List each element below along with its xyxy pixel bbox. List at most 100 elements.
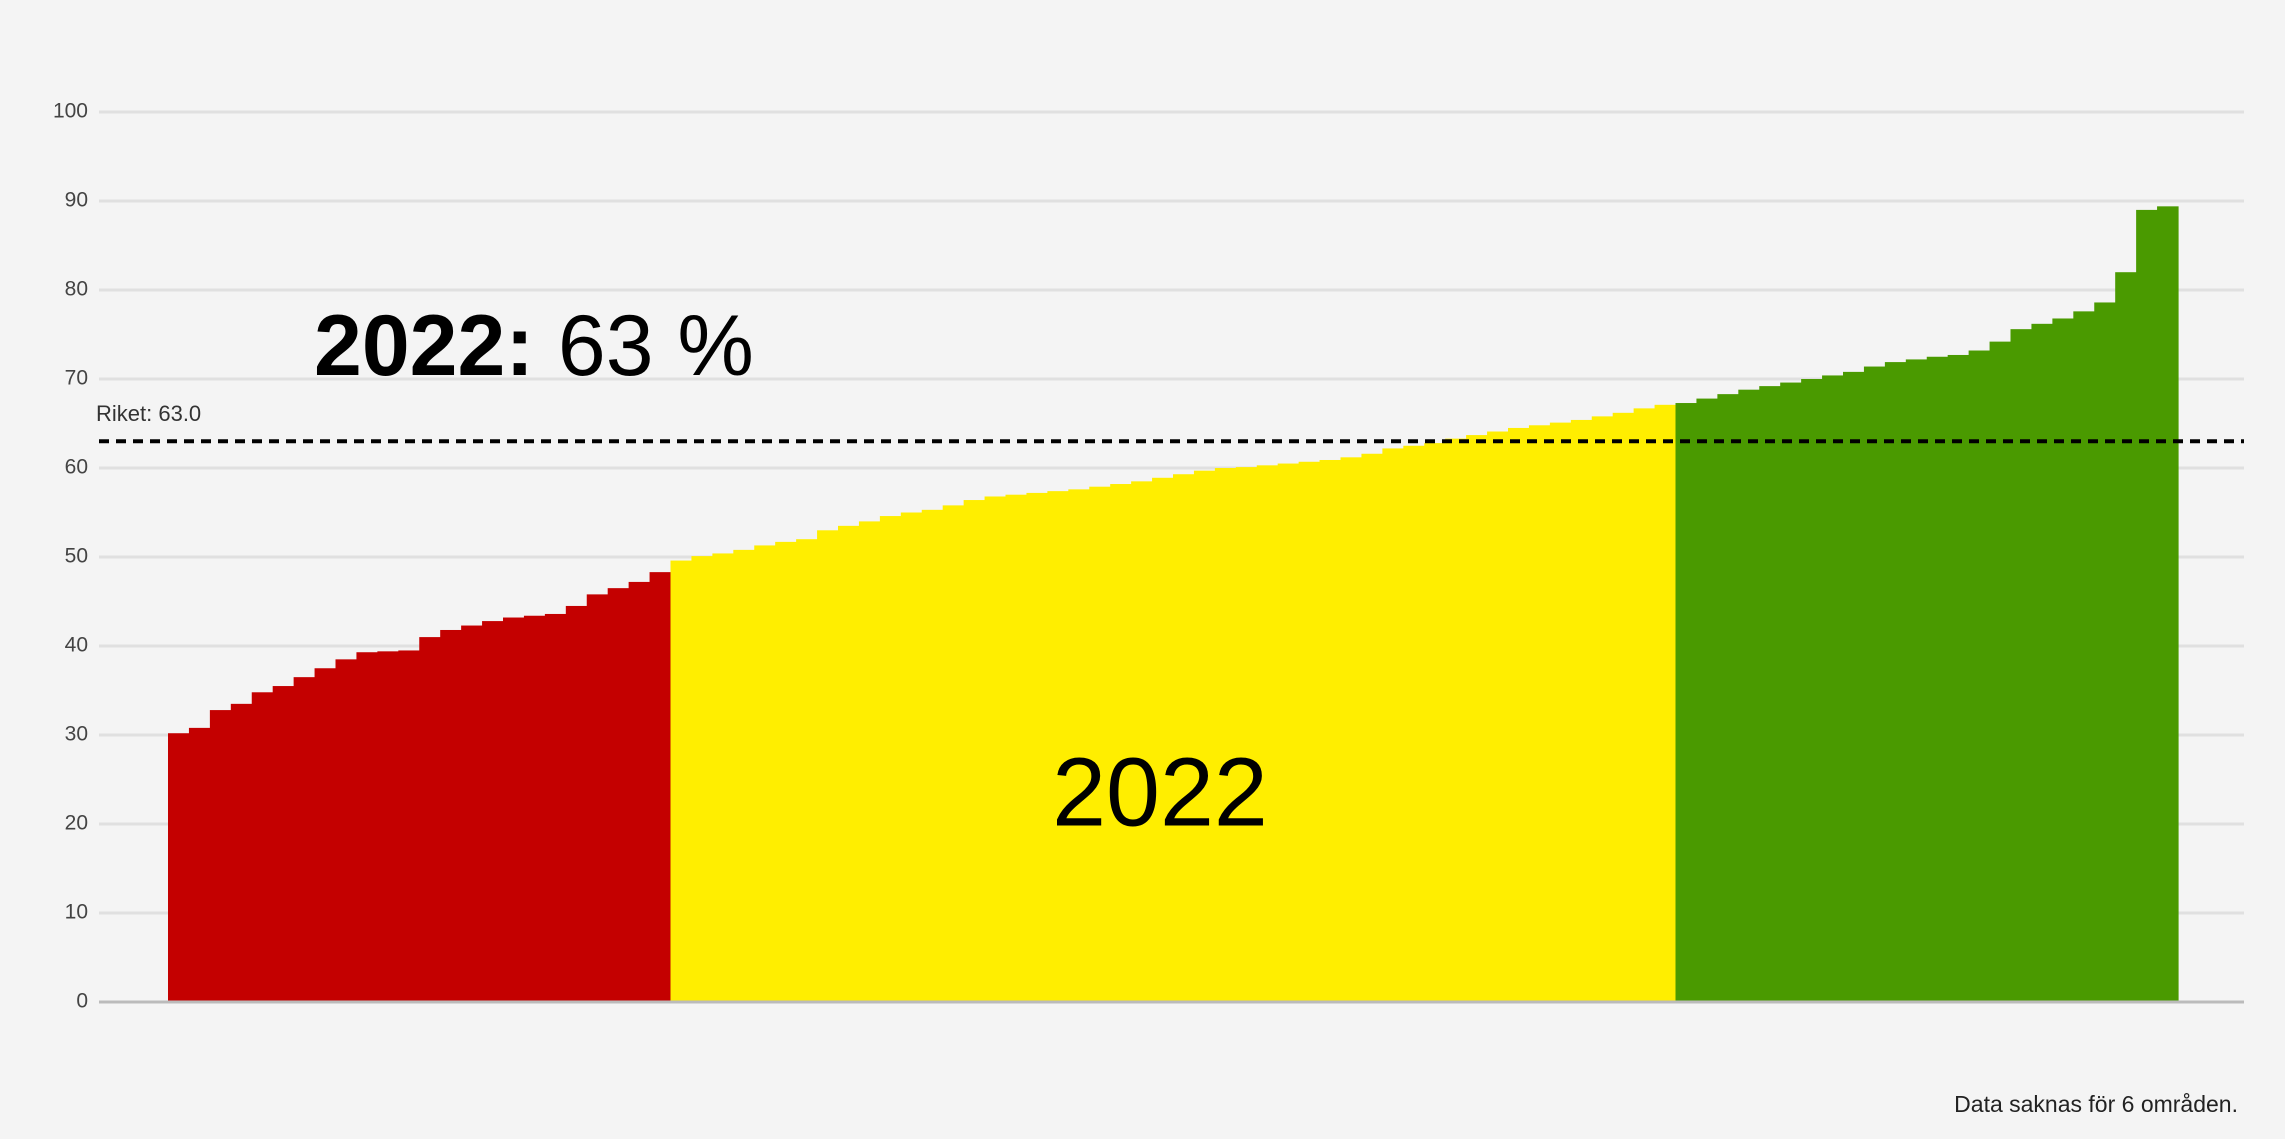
- bar: [712, 553, 734, 1002]
- bar: [2073, 311, 2095, 1002]
- bar: [1361, 453, 1383, 1002]
- bar: [419, 637, 441, 1002]
- bar: [817, 530, 839, 1002]
- bar: [963, 500, 986, 1002]
- bar: [1235, 467, 1258, 1002]
- y-tick-label: 60: [65, 456, 88, 479]
- annotation-bold: 2022:: [314, 298, 534, 394]
- bar: [628, 581, 651, 1002]
- bar: [921, 509, 944, 1002]
- bar: [1675, 403, 1698, 1002]
- bar: [1466, 435, 1488, 1002]
- bar: [1403, 445, 1425, 1002]
- bar: [565, 605, 588, 1002]
- bar: [1487, 431, 1509, 1002]
- bar: [523, 615, 546, 1002]
- bar: [1947, 354, 1970, 1003]
- overlay: Riket: 63.0: [96, 401, 2244, 444]
- bar: [2031, 323, 2053, 1002]
- bar: [1633, 408, 1656, 1002]
- bar: [1989, 341, 2012, 1002]
- bar: [168, 733, 190, 1002]
- bar: [2115, 272, 2137, 1002]
- bar: [482, 621, 504, 1002]
- bar: [1717, 394, 1739, 1002]
- bar: [733, 549, 755, 1002]
- bar: [440, 629, 462, 1002]
- bar: [775, 541, 797, 1002]
- bar: [1068, 489, 1090, 1002]
- bar: [335, 659, 358, 1002]
- bar: [1131, 481, 1153, 1003]
- bar: [398, 650, 420, 1002]
- bar: [942, 505, 965, 1002]
- center-label: 2022: [1052, 738, 1268, 847]
- bar: [858, 521, 881, 1002]
- bar: [1026, 492, 1048, 1002]
- bar: [1591, 416, 1614, 1002]
- bar: [230, 703, 253, 1002]
- bar: [1863, 366, 1886, 1002]
- bar: [1340, 457, 1363, 1002]
- bar: [691, 556, 713, 1002]
- bar: [1528, 425, 1551, 1002]
- annotation-text: 63 %: [558, 298, 754, 394]
- bar: [1173, 474, 1195, 1003]
- y-tick-label: 50: [65, 545, 88, 568]
- bar: [900, 512, 923, 1002]
- bar: [544, 613, 567, 1002]
- bar: [1780, 382, 1802, 1002]
- bars: [168, 206, 2179, 1003]
- bar: [356, 652, 378, 1002]
- bar: [2010, 329, 2033, 1002]
- bar: [209, 710, 232, 1002]
- bar: [1570, 419, 1593, 1002]
- bar: [670, 560, 693, 1002]
- bar: [1319, 459, 1342, 1002]
- y-tick-label: 70: [65, 367, 88, 390]
- bar: [251, 692, 274, 1002]
- footnote: Data saknas för 6 områden.: [1954, 1091, 2238, 1117]
- bar: [2157, 206, 2179, 1003]
- bar: [1801, 379, 1823, 1002]
- bar: [272, 686, 295, 1002]
- y-tick-label: 90: [65, 189, 88, 212]
- bar: [1738, 389, 1760, 1002]
- bar: [1256, 465, 1279, 1003]
- y-tick-label: 80: [65, 278, 88, 301]
- bar: [1277, 463, 1300, 1002]
- bar: [1445, 438, 1467, 1002]
- bar: [1926, 356, 1949, 1002]
- y-tick-label: 10: [65, 901, 88, 924]
- y-tick-label: 40: [65, 634, 88, 657]
- bar: [377, 651, 399, 1002]
- bar: [1214, 468, 1237, 1002]
- bar: [1968, 350, 1991, 1002]
- bar: [1759, 386, 1781, 1002]
- bar: [879, 516, 902, 1002]
- bar: [649, 572, 672, 1002]
- y-tick-label: 100: [53, 100, 88, 123]
- bar: [1298, 461, 1321, 1002]
- bar: [1549, 422, 1572, 1002]
- bar: [1508, 427, 1530, 1002]
- bar: [607, 588, 630, 1002]
- bar: [1884, 362, 1907, 1003]
- bar: [1424, 443, 1446, 1003]
- bar: [1843, 371, 1865, 1002]
- bar: [1005, 494, 1028, 1002]
- bar: [796, 539, 818, 1002]
- bar: [1193, 470, 1216, 1002]
- bar: [1654, 404, 1677, 1002]
- y-tick-label: 20: [65, 812, 88, 835]
- bar: [503, 617, 525, 1002]
- bar: [188, 727, 211, 1002]
- annotation: 2022: 63 %: [314, 298, 754, 394]
- bar: [314, 668, 337, 1002]
- bar: [293, 677, 316, 1002]
- bar: [2094, 302, 2116, 1003]
- y-tick-label: 0: [76, 990, 88, 1013]
- bar: [1612, 412, 1635, 1002]
- bar: [1089, 486, 1111, 1002]
